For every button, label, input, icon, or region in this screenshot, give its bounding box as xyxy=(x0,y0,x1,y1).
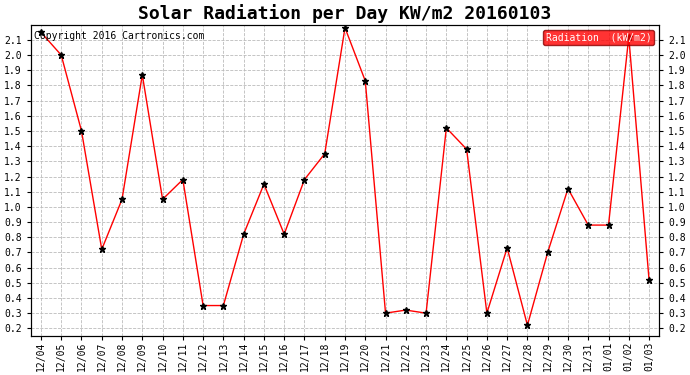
Title: Solar Radiation per Day KW/m2 20160103: Solar Radiation per Day KW/m2 20160103 xyxy=(139,4,551,23)
Legend: Radiation  (kW/m2): Radiation (kW/m2) xyxy=(543,30,654,45)
Text: Copyright 2016 Cartronics.com: Copyright 2016 Cartronics.com xyxy=(34,31,204,41)
